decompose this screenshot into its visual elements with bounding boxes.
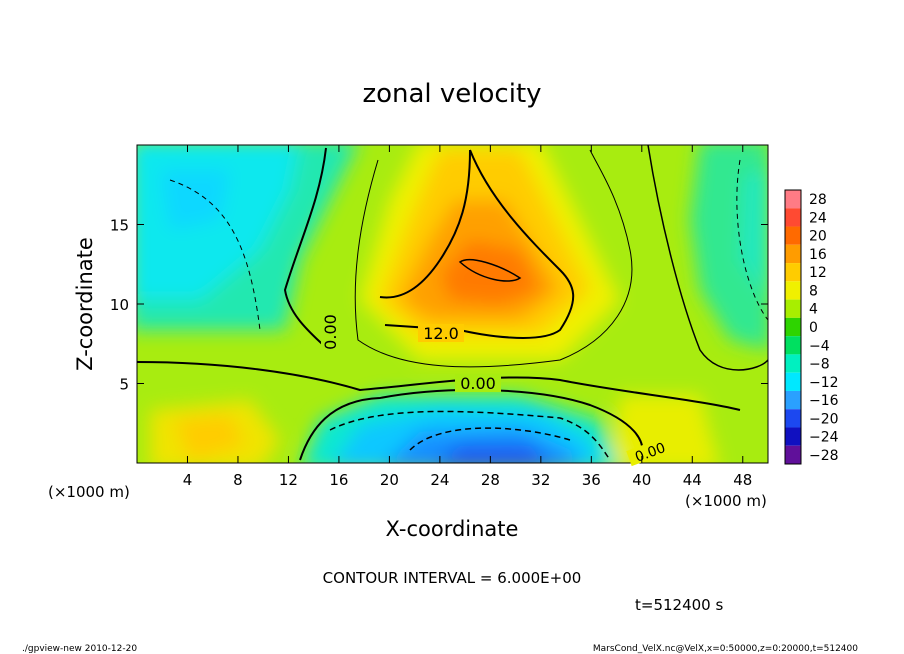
x-units-right: (×1000 m) <box>685 492 767 510</box>
colorbar-label: 20 <box>809 229 827 245</box>
colorbar-swatch <box>785 263 801 282</box>
contour-label: 12.0 <box>423 324 459 343</box>
x-tick-label: 44 <box>683 471 702 489</box>
colorbar-swatch <box>785 445 801 464</box>
colorbar-label: −20 <box>809 411 839 427</box>
colorbar-label: −16 <box>809 393 839 409</box>
x-tick-label: 16 <box>329 471 348 489</box>
x-tick-label: 32 <box>531 471 550 489</box>
colorbar-swatch <box>785 390 801 410</box>
contour-label: 0.00 <box>321 314 340 350</box>
contour-interval-text: CONTOUR INTERVAL = 6.000E+00 <box>323 569 582 587</box>
colorbar: 28 24 20 16 12 8 4 0 −4 −8 −12 −16 −20 −24 −28 <box>784 189 839 465</box>
x-tick-label: 48 <box>733 471 752 489</box>
x-tick-label: 40 <box>632 471 651 489</box>
colorbar-label: 12 <box>809 265 827 281</box>
x-tick-label: 20 <box>380 471 399 489</box>
plot-area <box>137 145 768 463</box>
y-tick-label: 10 <box>110 296 129 314</box>
colorbar-label: 28 <box>809 192 827 208</box>
colorbar-swatch <box>785 409 801 428</box>
colorbar-label: 0 <box>809 320 818 336</box>
x-tick-label: 28 <box>481 471 500 489</box>
colorbar-swatch <box>785 354 801 373</box>
colorbar-swatch <box>785 190 801 209</box>
colorbar-label: 16 <box>809 247 827 263</box>
colorbar-label: 8 <box>809 283 818 299</box>
time-text: t=512400 s <box>635 596 723 614</box>
colorbar-label: −28 <box>809 448 839 464</box>
colorbar-label: −12 <box>809 375 839 391</box>
colorbar-label: −24 <box>809 430 839 446</box>
x-axis-label: X-coordinate <box>386 517 519 541</box>
colorbar-swatch <box>785 317 801 337</box>
x-tick-label: 36 <box>582 471 601 489</box>
colorbar-swatch <box>785 427 801 446</box>
colorbar-swatch <box>785 372 801 391</box>
colorbar-label: 4 <box>809 302 818 318</box>
colorbar-label: −8 <box>809 357 830 373</box>
colorbar-swatch <box>785 299 801 318</box>
x-tick-label: 24 <box>430 471 449 489</box>
contour-label: 0.00 <box>460 374 496 393</box>
x-tick-label: 12 <box>279 471 298 489</box>
colorbar-label: −4 <box>809 338 830 354</box>
y-axis-label: Z-coordinate <box>73 237 97 371</box>
chart-title: zonal velocity <box>362 79 541 109</box>
footer-right: MarsCond_VelX.nc@VelX,x=0:50000,z=0:2000… <box>593 644 858 654</box>
colorbar-frame <box>784 189 802 465</box>
y-tick-label: 15 <box>110 217 129 235</box>
x-tick-label: 4 <box>183 471 193 489</box>
colorbar-swatch <box>785 336 801 355</box>
x-tick-label: 8 <box>233 471 243 489</box>
colorbar-swatch <box>785 226 801 245</box>
colorbar-swatch <box>785 208 801 227</box>
colorbar-label: 24 <box>809 210 827 226</box>
colorbar-swatch <box>785 244 801 264</box>
colorbar-swatch <box>785 281 801 300</box>
footer-left: ./gpview-new 2010-12-20 <box>22 644 137 654</box>
x-units-left: (×1000 m) <box>48 483 130 501</box>
y-tick-label: 5 <box>119 376 129 394</box>
